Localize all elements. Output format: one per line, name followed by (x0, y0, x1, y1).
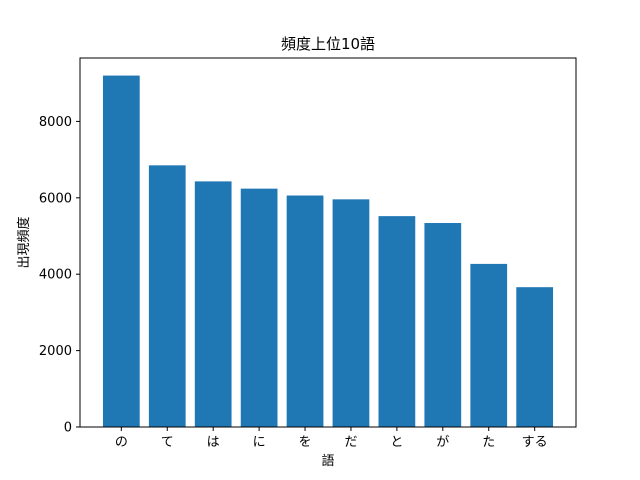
x-axis-title: 語 (321, 453, 334, 469)
bar-8 (470, 263, 508, 427)
x-tick-label: の (115, 435, 128, 450)
x-tick-label: て (161, 435, 174, 450)
y-tick-label: 4000 (39, 268, 72, 283)
plot-frame (79, 57, 577, 428)
y-tick-label: 2000 (39, 344, 72, 359)
y-tick-label: 0 (64, 421, 72, 436)
x-tick-label: が (436, 435, 449, 450)
x-tick-label: と (390, 435, 403, 450)
bar-9 (516, 287, 554, 427)
x-tick-label: に (253, 435, 266, 450)
y-tick-label: 8000 (39, 115, 72, 130)
bar-4 (286, 195, 324, 427)
bar-3 (240, 188, 278, 427)
x-tick-label: は (207, 435, 220, 450)
x-tick-label: た (482, 435, 495, 450)
bar-0 (102, 75, 140, 427)
bar-1 (148, 165, 186, 427)
x-tick-label: する (522, 435, 548, 450)
bar-6 (378, 216, 416, 427)
x-tick-label: だ (344, 435, 357, 450)
bar-7 (424, 223, 462, 427)
bar-2 (194, 181, 232, 427)
bar-5 (332, 199, 370, 427)
x-tick-label: を (299, 435, 312, 450)
chart-title: 頻度上位10語 (281, 35, 375, 53)
axes-layer: の て は に を だ と が た する 0 2000 4000 6000 8000 (39, 115, 548, 450)
y-axis-title: 出現頻度 (16, 216, 32, 268)
bars-layer (102, 75, 554, 427)
y-tick-label: 6000 (39, 191, 72, 206)
